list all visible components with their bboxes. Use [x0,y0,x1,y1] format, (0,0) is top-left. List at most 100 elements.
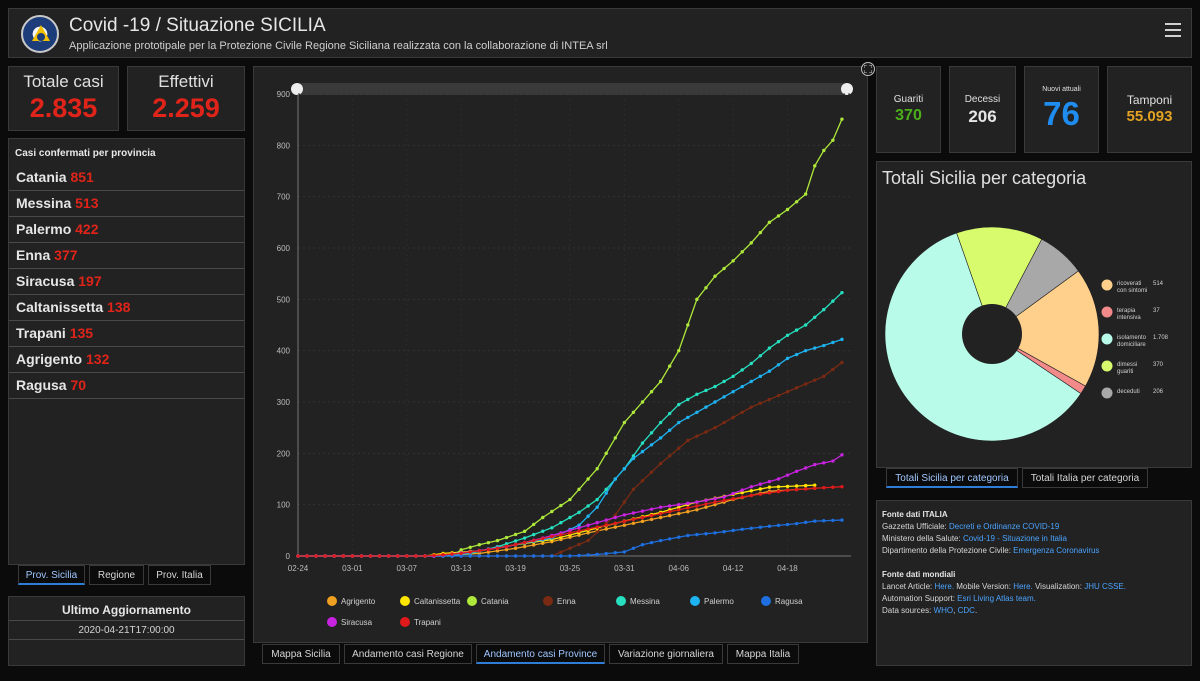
data-point-ragusa [785,522,790,527]
data-point-ragusa [568,554,572,558]
data-point-messina [649,431,654,435]
legend-swatch-palermo[interactable] [690,596,700,606]
tab-regione[interactable]: Regione [89,565,144,585]
pie-legend-swatch-isolamento[interactable] [1101,333,1113,345]
province-row-catania[interactable]: Catania 851 [9,165,244,191]
legend-label-catania[interactable]: Catania [481,597,509,606]
data-point-trapani [767,491,772,495]
data-point-messina [722,379,726,384]
who-link[interactable]: WHO [933,606,954,615]
data-point-trapani [495,546,500,550]
pie-slice-ricoverati[interactable] [991,270,1100,387]
province-list-title: Casi confermati per provincia [15,148,156,159]
province-row-siracusa[interactable]: Siracusa 197 [9,269,244,295]
data-point-siracusa [713,496,717,501]
pie-slice-dimessi[interactable] [956,226,1043,335]
esri-link[interactable]: Esri Living Atlas team. [957,594,1036,603]
hamburger-menu-icon[interactable] [1165,23,1181,39]
data-point-ragusa [713,531,717,535]
pie-legend-swatch-ricoverati[interactable] [1101,279,1113,291]
pie-legend-swatch-deceduti[interactable] [1101,387,1113,399]
province-row-ragusa[interactable]: Ragusa 70 [9,373,244,399]
legend-label-enna[interactable]: Enna [557,597,576,606]
tab-prov-sicilia[interactable]: Prov. Sicilia [18,565,85,585]
tab-prov-italia[interactable]: Prov. Italia [148,565,211,585]
data-point-messina [550,526,554,530]
series-line-palermo[interactable] [298,338,843,557]
tab-mappa-sicilia[interactable]: Mappa Sicilia [262,644,340,664]
expand-icon[interactable] [861,62,875,76]
province-trend-chart-panel: 0 100 200 300 400 500 600 700 800 900 02-24 03-01 03… [253,66,868,643]
data-point-trapani [414,554,418,558]
province-row-palermo[interactable]: Palermo 422 [9,217,244,243]
legend-swatch-siracusa[interactable] [327,617,337,627]
tamponi-card: Tamponi 55.093 [1107,66,1192,153]
pie-legend-swatch-terapia[interactable] [1101,306,1113,318]
province-row-trapani[interactable]: Trapani 135 [9,321,244,347]
series-line-caltanissetta[interactable] [298,484,815,557]
data-point-catania [541,515,545,520]
data-point-enna [695,434,699,438]
ministero-link[interactable]: Covid-19 - Situazione in Italia [962,534,1067,543]
legend-label-trapani[interactable]: Trapani [414,618,441,627]
data-point-catania [758,230,763,235]
data-point-palermo [722,395,726,399]
decessi-label: Decessi [964,94,1001,105]
data-point-trapani [577,529,581,533]
data-point-palermo [695,410,699,414]
range-slider-start-handle[interactable] [291,83,303,95]
province-list-panel: Casi confermati per provincia Catania 85… [8,138,245,565]
lancet-line: Lancet Article: Here. Mobile Version: He… [882,582,1126,591]
jhu-link[interactable]: JHU CSSE. [1084,582,1126,591]
province-row-messina[interactable]: Messina 513 [9,191,244,217]
province-row-enna[interactable]: Enna 377 [9,243,244,269]
data-point-siracusa [568,528,572,533]
tab-totali-italia[interactable]: Totali Italia per categoria [1022,468,1148,488]
range-slider-track[interactable] [294,83,849,95]
province-row-caltanissetta[interactable]: Caltanissetta 138 [9,295,244,321]
legend-label-siracusa[interactable]: Siracusa [341,618,373,627]
x-tick-label: 03-19 [505,564,526,573]
legend-label-messina[interactable]: Messina [630,597,660,606]
range-slider-end-handle[interactable] [841,83,853,95]
data-point-trapani [541,536,545,541]
legend-swatch-ragusa[interactable] [761,596,771,606]
data-point-trapani [522,540,527,545]
mobile-link[interactable]: Here. [1013,582,1033,591]
data-point-catania [831,138,835,142]
legend-label-agrigento[interactable]: Agrigento [341,597,376,606]
y-tick-label: 600 [277,244,291,253]
legend-swatch-agrigento[interactable] [327,596,337,606]
pie-legend-swatch-dimessi[interactable] [1101,360,1113,372]
tab-mappa-italia[interactable]: Mappa Italia [727,644,799,664]
legend-swatch-catania[interactable] [467,596,477,606]
province-row-agrigento[interactable]: Agrigento 132 [9,347,244,373]
tab-andamento-province[interactable]: Andamento casi Province [476,644,605,664]
pie-legend-sublabel-ricoverati: con sintomi [1117,288,1147,294]
province-trend-chart[interactable]: 0 100 200 300 400 500 600 700 800 900 02-24 03-01 03… [254,67,869,644]
tab-andamento-regione[interactable]: Andamento casi Regione [344,644,472,664]
legend-swatch-caltanissetta[interactable] [400,596,410,606]
data-point-siracusa [604,518,608,522]
data-point-catania [522,529,527,534]
dpc-link[interactable]: Emergenza Coronavirus [1013,546,1100,555]
data-point-agrigento [604,527,608,531]
cdc-link[interactable]: CDC [957,606,975,615]
legend-swatch-enna[interactable] [543,596,553,606]
legend-label-palermo[interactable]: Palermo [704,597,734,606]
legend-label-caltanissetta[interactable]: Caltanissetta [414,597,461,606]
legend-swatch-messina[interactable] [616,596,626,606]
pie-legend-value-ricoverati: 514 [1153,281,1164,287]
legend-swatch-trapani[interactable] [400,617,410,627]
tab-variazione-giornaliera[interactable]: Variazione giornaliera [609,644,723,664]
data-point-ragusa [541,554,545,558]
category-pie-chart[interactable]: ricoverati 514 con sintomi terapia 37 intensi… [877,162,1193,469]
legend-label-ragusa[interactable]: Ragusa [775,597,803,606]
pie-slice-deceduti[interactable] [991,238,1079,335]
tab-totali-sicilia[interactable]: Totali Sicilia per categoria [886,468,1018,488]
data-point-messina [586,504,590,508]
lancet-link[interactable]: Here. [934,582,955,591]
gazzetta-link[interactable]: Decreti e Ordinanze COVID-19 [949,522,1060,531]
data-point-palermo [713,400,717,404]
data-point-trapani [649,513,654,518]
